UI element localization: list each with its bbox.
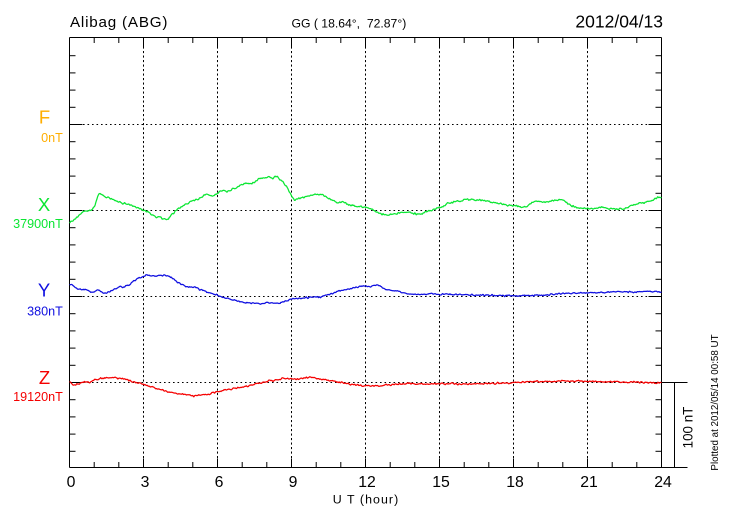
svg-text:0nT: 0nT — [41, 131, 63, 145]
svg-text:Alibag (ABG): Alibag (ABG) — [70, 14, 168, 31]
svg-text:18: 18 — [506, 474, 524, 491]
svg-text:380nT: 380nT — [27, 304, 63, 318]
svg-text:GG ( 18.64°, 72.87°): GG ( 18.64°, 72.87°) — [292, 16, 407, 30]
svg-text:19120nT: 19120nT — [13, 390, 63, 404]
svg-text:F: F — [39, 107, 50, 128]
svg-text:21: 21 — [580, 474, 598, 491]
svg-text:2012/04/13: 2012/04/13 — [575, 12, 663, 32]
svg-text:100 nT: 100 nT — [681, 407, 696, 449]
svg-text:12: 12 — [358, 474, 376, 491]
svg-text:0: 0 — [67, 474, 76, 491]
svg-text:24: 24 — [654, 474, 672, 491]
svg-text:3: 3 — [141, 474, 150, 491]
svg-text:X: X — [38, 194, 50, 215]
svg-text:Plotted at 2012/05/14 00:58 UT: Plotted at 2012/05/14 00:58 UT — [710, 334, 721, 470]
svg-text:Y: Y — [38, 280, 50, 301]
svg-text:U T (hour): U T (hour) — [333, 492, 400, 506]
svg-text:9: 9 — [289, 474, 298, 491]
svg-text:15: 15 — [432, 474, 450, 491]
svg-text:37900nT: 37900nT — [13, 217, 63, 231]
svg-text:Z: Z — [39, 367, 50, 388]
svg-text:6: 6 — [215, 474, 224, 491]
